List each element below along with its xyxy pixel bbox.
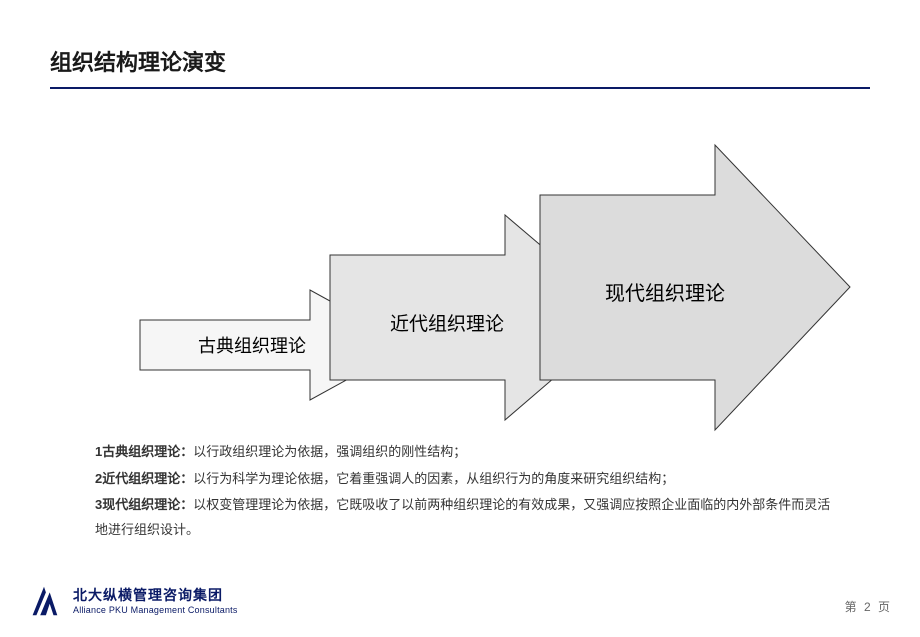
note-1-label: 1古典组织理论： <box>95 444 193 459</box>
evolution-diagram: 古典组织理论 近代组织理论 现代组织理论 <box>50 120 870 440</box>
arrow-label-classical: 古典组织理论 <box>198 336 306 356</box>
logo-en: Alliance PKU Management Consultants <box>73 605 238 615</box>
note-1-text: 以行政组织理论为依据，强调组织的刚性结构； <box>193 444 466 459</box>
logo-icon <box>25 581 63 619</box>
arrow-label-modern-early: 近代组织理论 <box>390 313 504 335</box>
page-number: 第 2 页 <box>845 598 892 615</box>
notes-block: 1古典组织理论：以行政组织理论为依据，强调组织的刚性结构； 2近代组织理论：以行… <box>95 440 835 545</box>
note-3-label: 3现代组织理论： <box>95 497 193 512</box>
note-2: 2近代组织理论：以行为科学为理论依据，它着重强调人的因素，从组织行为的角度来研究… <box>95 467 835 492</box>
arrow-label-contemporary: 现代组织理论 <box>605 282 725 305</box>
slide-title: 组织结构理论演变 <box>50 45 870 85</box>
note-2-text: 以行为科学为理论依据，它着重强调人的因素，从组织行为的角度来研究组织结构； <box>193 471 674 486</box>
footer: 北大纵横管理咨询集团 Alliance PKU Management Consu… <box>25 581 238 619</box>
note-1: 1古典组织理论：以行政组织理论为依据，强调组织的刚性结构； <box>95 440 835 465</box>
title-rule <box>50 87 870 89</box>
logo-text: 北大纵横管理咨询集团 Alliance PKU Management Consu… <box>73 585 238 615</box>
note-3-text: 以权变管理理论为依据，它既吸收了以前两种组织理论的有效成果，又强调应按照企业面临… <box>95 497 830 537</box>
logo-cn: 北大纵横管理咨询集团 <box>73 585 238 605</box>
note-2-label: 2近代组织理论： <box>95 471 193 486</box>
note-3: 3现代组织理论：以权变管理理论为依据，它既吸收了以前两种组织理论的有效成果，又强… <box>95 493 835 542</box>
